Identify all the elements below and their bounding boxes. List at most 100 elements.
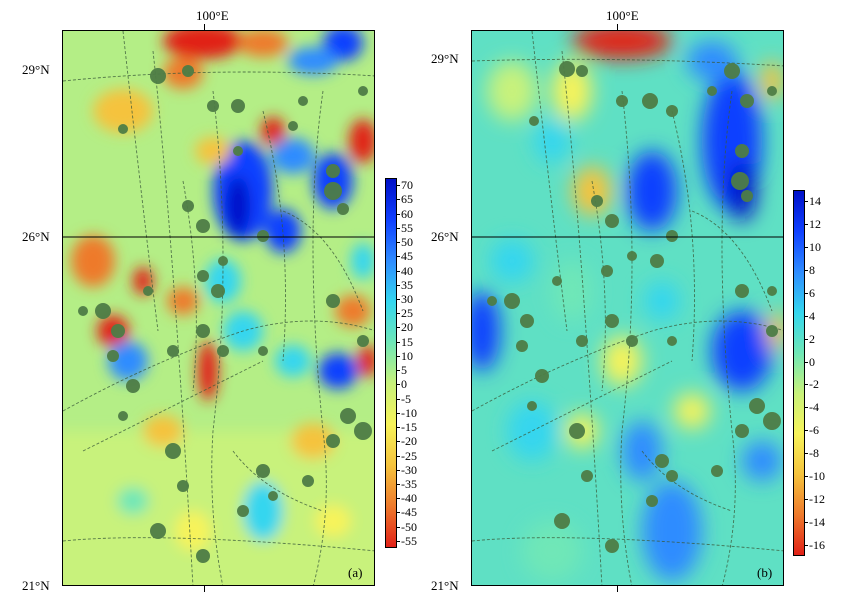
colorbar-tick-label: 4	[809, 308, 815, 323]
colorbar-tick-label: -50	[401, 519, 417, 534]
colorbar-tick-mark	[397, 270, 400, 272]
anomaly-map-b: (b)	[471, 30, 784, 586]
colorbar-tick-mark	[397, 242, 400, 244]
colorbar-tick-mark	[397, 370, 400, 372]
colorbar-tick-label: 0	[809, 354, 815, 369]
colorbar-tick-mark	[805, 498, 808, 500]
colorbar-tick-mark	[397, 256, 400, 258]
colorbar-tick-label: 0	[401, 377, 407, 392]
anomaly-map-a: (a)	[62, 30, 375, 586]
colorbar-tick-mark	[397, 398, 400, 400]
colorbar-tick-label: -10	[809, 468, 825, 483]
colorbar-tick-label: -2	[809, 377, 819, 392]
colorbar-tick-mark	[805, 521, 808, 523]
colorbar-tick-mark	[397, 185, 400, 187]
colorbar-tick-mark	[397, 498, 400, 500]
colorbar-tick-label: 15	[401, 334, 413, 349]
colorbar-tick-mark	[805, 247, 808, 249]
colorbar-tick-mark	[805, 475, 808, 477]
colorbar-tick-mark	[805, 384, 808, 386]
colorbar-tick-label: -55	[401, 533, 417, 548]
colorbar-tick-label: 8	[809, 263, 815, 278]
colorbar-tick-mark	[805, 338, 808, 340]
lat-label-26n: 26°N	[431, 229, 459, 244]
colorbar-tick-mark	[397, 455, 400, 457]
colorbar-tick-label: -5	[401, 391, 411, 406]
panel-label-b: (b)	[757, 565, 773, 580]
colorbar-tick-label: 40	[401, 263, 413, 278]
colorbar-tick-label: -6	[809, 423, 819, 438]
colorbar-tick-label: 70	[401, 178, 413, 193]
colorbar-tick-label: 35	[401, 277, 413, 292]
lat-label-21n: 21°N	[22, 578, 50, 593]
lon-label-100e: 100°E	[606, 8, 639, 23]
colorbar-tick-mark	[397, 341, 400, 343]
colorbar-tick-mark	[805, 201, 808, 203]
colorbar-tick-label: -14	[809, 514, 825, 529]
colorbar-tick-label: 60	[401, 206, 413, 221]
lon-tick-bottom	[204, 586, 205, 592]
lon-label-100e: 100°E	[196, 8, 229, 23]
colorbar-tick-mark	[397, 313, 400, 315]
colorbar-tick-mark	[397, 213, 400, 215]
colorbar-tick-mark	[805, 270, 808, 272]
colorbar-tick-mark	[397, 540, 400, 542]
colorbar-tick-mark	[805, 315, 808, 317]
lon-tick-top	[617, 24, 618, 30]
colorbar-tick-mark	[397, 526, 400, 528]
anomaly-field-b	[472, 31, 783, 585]
colorbar-tick-mark	[397, 227, 400, 229]
lat-label-26n: 26°N	[22, 229, 50, 244]
colorbar-tick-label: 10	[809, 240, 821, 255]
colorbar-tick-mark	[805, 224, 808, 226]
colorbar-tick-label: 65	[401, 192, 413, 207]
colorbar-tick-label: -12	[809, 491, 825, 506]
colorbar-tick-label: 30	[401, 291, 413, 306]
colorbar-tick-mark	[805, 430, 808, 432]
colorbar-tick-label: -40	[401, 491, 417, 506]
colorbar-tick-label: 45	[401, 249, 413, 264]
colorbar-tick-label: 14	[809, 194, 821, 209]
lat-label-29n: 29°N	[22, 62, 50, 77]
colorbar-tick-mark	[397, 412, 400, 414]
colorbar-tick-label: -35	[401, 476, 417, 491]
colorbar-tick-label: 6	[809, 285, 815, 300]
colorbar-tick-mark	[397, 512, 400, 514]
colorbar-tick-label: 12	[809, 217, 821, 232]
colorbar-b	[793, 190, 805, 556]
colorbar-tick-mark	[397, 327, 400, 329]
colorbar-tick-mark	[397, 469, 400, 471]
lat-label-29n: 29°N	[431, 51, 459, 66]
colorbar-tick-label: -4	[809, 400, 819, 415]
colorbar-tick-label: 50	[401, 235, 413, 250]
colorbar-tick-mark	[397, 355, 400, 357]
colorbar-tick-label: -20	[401, 434, 417, 449]
colorbar-tick-label: -45	[401, 505, 417, 520]
colorbar-tick-mark	[397, 298, 400, 300]
anomaly-field-a	[63, 31, 374, 585]
colorbar-tick-label: -30	[401, 462, 417, 477]
panel-label-a: (a)	[348, 565, 363, 580]
lat-label-21n: 21°N	[431, 578, 459, 593]
colorbar-tick-label: -15	[401, 420, 417, 435]
colorbar-tick-label: 2	[809, 331, 815, 346]
colorbar-tick-label: -25	[401, 448, 417, 463]
colorbar-tick-label: 10	[401, 348, 413, 363]
colorbar-tick-label: 5	[401, 363, 407, 378]
colorbar-tick-mark	[805, 361, 808, 363]
colorbar-tick-mark	[805, 292, 808, 294]
colorbar-tick-label: 25	[401, 306, 413, 321]
colorbar-tick-mark	[397, 199, 400, 201]
colorbar-tick-mark	[805, 453, 808, 455]
colorbar-tick-label: -10	[401, 405, 417, 420]
colorbar-tick-mark	[397, 427, 400, 429]
colorbar-tick-mark	[397, 384, 400, 386]
colorbar-a	[385, 178, 397, 548]
colorbar-tick-mark	[397, 483, 400, 485]
colorbar-tick-label: 20	[401, 320, 413, 335]
colorbar-tick-label: -16	[809, 537, 825, 552]
colorbar-tick-mark	[805, 544, 808, 546]
colorbar-tick-mark	[805, 407, 808, 409]
colorbar-tick-label: -8	[809, 446, 819, 461]
lon-tick-top	[204, 24, 205, 30]
